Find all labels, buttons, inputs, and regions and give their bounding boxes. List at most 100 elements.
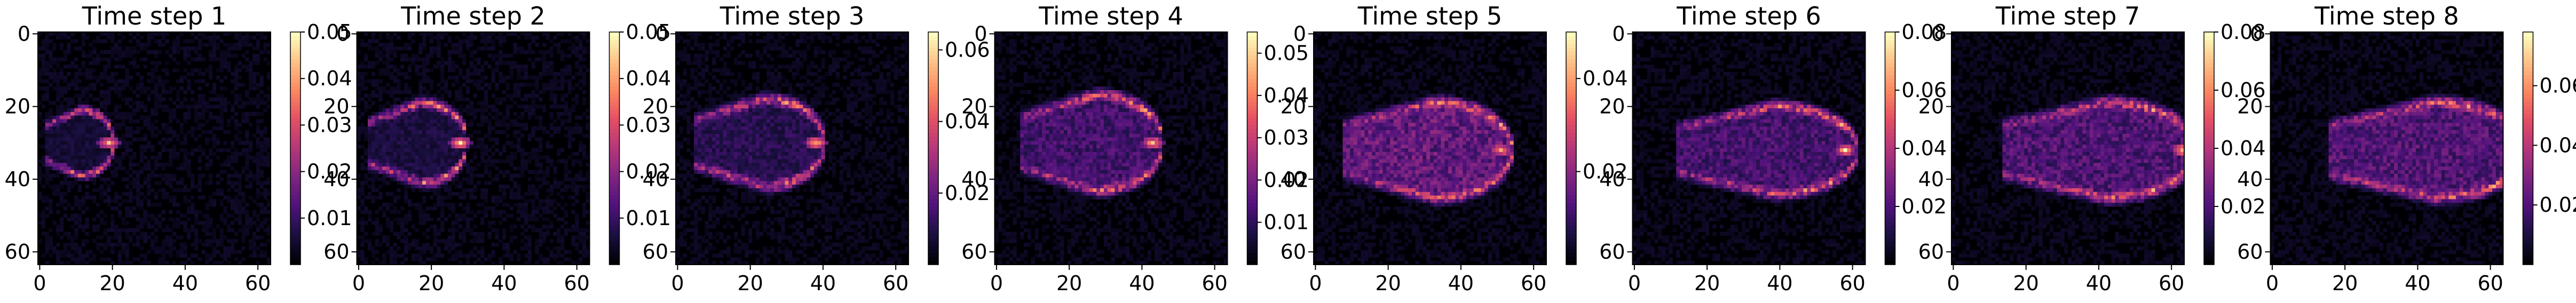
heatmap-cell <box>140 221 144 225</box>
heatmap-cell <box>506 246 510 250</box>
heatmap-cell <box>532 108 535 112</box>
heatmap-cell <box>499 58 502 61</box>
heatmap-cell <box>455 257 459 261</box>
heatmap-cell <box>571 126 575 130</box>
heatmap-cell <box>378 152 382 156</box>
heatmap-cell <box>45 199 49 203</box>
heatmap-cell <box>560 68 564 72</box>
heatmap-cell <box>194 68 198 72</box>
heatmap-cell <box>180 46 184 50</box>
heatmap-cell <box>800 36 803 39</box>
heatmap-cell <box>263 228 267 232</box>
heatmap-cell <box>440 166 444 170</box>
heatmap-cell <box>455 243 459 246</box>
heatmap-cell <box>535 138 539 141</box>
heatmap-cell <box>220 203 224 206</box>
heatmap-cell <box>92 199 96 203</box>
colorbar-segment <box>610 191 620 195</box>
heatmap-cell <box>821 36 825 39</box>
heatmap-cell <box>433 112 437 116</box>
heatmap-cell <box>56 250 60 254</box>
heatmap-cell <box>147 43 151 46</box>
heatmap-cell <box>571 46 575 50</box>
heatmap-cell <box>49 239 52 243</box>
heatmap-cell <box>184 199 187 203</box>
heatmap-cell <box>499 54 502 58</box>
heatmap-cell <box>180 105 184 108</box>
heatmap-cell <box>437 101 440 105</box>
heatmap-cell <box>223 50 227 54</box>
heatmap-cell <box>520 225 524 228</box>
heatmap-cell <box>78 79 82 83</box>
heatmap-cell <box>378 32 382 36</box>
heatmap-cell <box>448 58 452 61</box>
heatmap-cell <box>568 119 572 123</box>
heatmap-cell <box>726 54 730 58</box>
heatmap-cell <box>74 138 78 141</box>
heatmap-cell <box>825 36 828 39</box>
heatmap-cell <box>169 199 172 203</box>
heatmap-cell <box>89 196 92 200</box>
heatmap-cell <box>378 163 382 166</box>
heatmap-cell <box>477 239 480 243</box>
heatmap-cell <box>227 50 231 54</box>
heatmap-cell <box>448 166 452 170</box>
heatmap-cell <box>125 152 129 156</box>
heatmap-cell <box>796 65 800 68</box>
heatmap-cell <box>231 54 234 58</box>
heatmap-cell <box>49 72 52 76</box>
heatmap-cell <box>807 36 810 39</box>
heatmap-cell <box>198 32 202 36</box>
heatmap-cell <box>495 65 499 68</box>
heatmap-cell <box>872 54 876 58</box>
heatmap-cell <box>74 174 78 178</box>
heatmap-cell <box>242 166 246 170</box>
heatmap-cell <box>191 126 194 130</box>
heatmap-cell <box>400 174 404 178</box>
heatmap-cell <box>140 192 144 196</box>
heatmap-cell <box>506 254 510 258</box>
heatmap-cell <box>506 112 510 116</box>
heatmap-cell <box>440 98 444 101</box>
heatmap-cell <box>455 119 459 123</box>
heatmap-cell <box>234 101 238 105</box>
heatmap-cell <box>191 203 194 206</box>
heatmap-cell <box>440 163 444 166</box>
heatmap-cell <box>539 138 542 141</box>
heatmap-cell <box>132 36 136 39</box>
heatmap-cell <box>807 68 810 72</box>
heatmap-cell <box>488 123 492 126</box>
heatmap-cell <box>397 90 400 94</box>
heatmap-cell <box>440 148 444 152</box>
heatmap-cell <box>810 65 814 68</box>
heatmap-cell <box>154 39 158 43</box>
heatmap-cell <box>495 228 499 232</box>
heatmap-cell <box>393 199 397 203</box>
heatmap-cell <box>372 130 375 134</box>
heatmap-cell <box>122 192 125 196</box>
heatmap-cell <box>180 236 184 240</box>
heatmap-cell <box>129 236 132 240</box>
heatmap-cell <box>42 98 45 101</box>
heatmap-cell <box>564 119 568 123</box>
heatmap-cell <box>110 148 114 152</box>
heatmap-cell <box>180 166 184 170</box>
heatmap-cell <box>231 206 234 210</box>
heatmap-cell <box>701 72 705 76</box>
heatmap-cell <box>263 159 267 163</box>
heatmap-cell <box>64 156 67 160</box>
heatmap-cell <box>231 246 234 250</box>
heatmap-cell <box>64 119 67 123</box>
heatmap-cell <box>828 65 832 68</box>
heatmap-cell <box>393 46 397 50</box>
heatmap-cell <box>114 108 118 112</box>
heatmap-cell <box>546 188 550 192</box>
heatmap-cell <box>129 163 132 166</box>
heatmap-cell <box>82 225 85 228</box>
heatmap-cell <box>470 196 473 200</box>
heatmap-cell <box>532 50 535 54</box>
heatmap-cell <box>397 86 400 90</box>
heatmap-cell <box>263 138 267 141</box>
heatmap-cell <box>575 243 579 246</box>
heatmap-cell <box>176 94 180 98</box>
